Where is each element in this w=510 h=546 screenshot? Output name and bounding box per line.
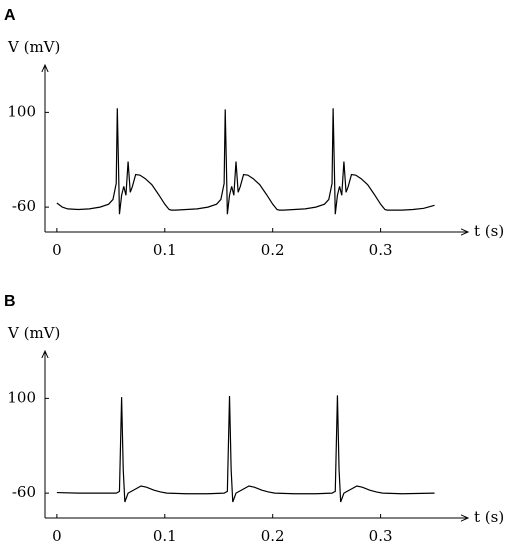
x-axis-label: t (s) (474, 222, 504, 240)
y-tick-label: -60 (12, 197, 36, 215)
x-tick-label: 0.1 (153, 527, 177, 545)
x-tick-label: 0 (52, 241, 62, 259)
x-axis-label: t (s) (474, 508, 504, 526)
panel-label: B (4, 293, 16, 310)
y-tick-label: 100 (7, 388, 36, 406)
x-tick-label: 0.3 (369, 241, 393, 259)
y-tick-label: -60 (12, 483, 36, 501)
x-tick-label: 0 (52, 527, 62, 545)
line (56, 108, 435, 215)
line (56, 395, 435, 503)
x-tick-label: 0.2 (261, 241, 285, 259)
y-tick-label: 100 (7, 102, 36, 120)
panel-label: A (4, 7, 16, 24)
x-tick-label: 0.1 (153, 241, 177, 259)
x-tick-label: 0.3 (369, 527, 393, 545)
y-axis-label: V (mV) (7, 38, 60, 56)
y-axis-label: V (mV) (7, 324, 60, 342)
x-tick-label: 0.2 (261, 527, 285, 545)
